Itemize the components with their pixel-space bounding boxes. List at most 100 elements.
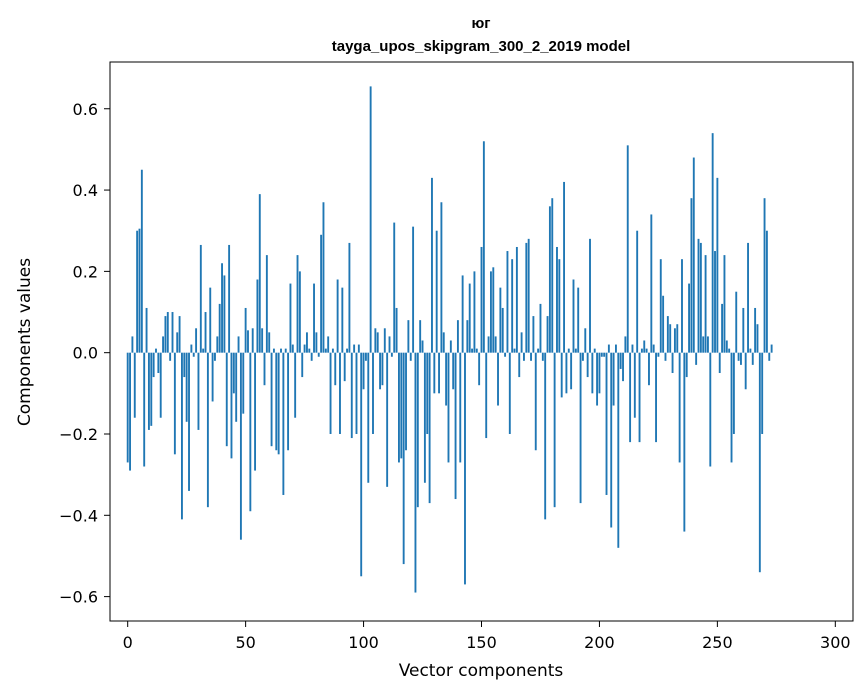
bar-235 — [681, 259, 683, 353]
bar-227 — [662, 295, 665, 353]
bar-193 — [581, 352, 584, 361]
bar-39 — [218, 303, 221, 353]
bar-50 — [244, 307, 247, 353]
bar-41 — [223, 275, 226, 353]
y-tick-label: −0.2 — [59, 425, 98, 444]
bar-128 — [428, 352, 431, 504]
bar-25 — [185, 352, 188, 422]
bar-225 — [657, 352, 660, 357]
bar-216 — [636, 230, 639, 353]
bar-3 — [133, 352, 136, 418]
bar-262 — [744, 352, 747, 390]
bar-18 — [169, 352, 172, 361]
bar-215 — [633, 352, 636, 418]
bar-6 — [140, 169, 143, 353]
bar-184 — [560, 352, 563, 398]
bar-203 — [605, 352, 608, 495]
bar-85 — [327, 336, 330, 353]
bar-106 — [376, 332, 379, 353]
bar-187 — [567, 348, 570, 353]
bar-78 — [310, 352, 313, 361]
bar-0 — [126, 352, 129, 463]
bar-108 — [381, 352, 384, 386]
bar-266 — [754, 307, 757, 353]
bar-205 — [610, 352, 613, 528]
bar-51 — [247, 330, 249, 353]
bar-146 — [471, 348, 474, 353]
bar-97 — [355, 352, 358, 434]
bar-29 — [195, 328, 198, 353]
bar-222 — [650, 214, 653, 353]
bar-31 — [199, 244, 202, 353]
bar-75 — [303, 344, 306, 353]
bar-93 — [346, 348, 348, 353]
bar-88 — [334, 352, 337, 386]
bar-109 — [383, 328, 386, 353]
bar-56 — [258, 194, 261, 353]
bar-206 — [612, 352, 615, 406]
bar-59 — [265, 255, 268, 353]
y-axis-ticks: −0.6 −0.4 −0.2 0.0 0.2 0.4 0.6 — [59, 100, 110, 607]
bar-76 — [306, 332, 308, 353]
bar-207 — [615, 344, 617, 353]
bar-152 — [485, 352, 488, 439]
x-tick-label: 250 — [702, 633, 733, 652]
bar-174 — [537, 348, 540, 353]
bar-23 — [180, 352, 183, 520]
bar-148 — [475, 348, 478, 353]
bar-126 — [423, 352, 426, 483]
bar-58 — [263, 352, 266, 386]
bar-107 — [379, 352, 382, 390]
y-tick-label: −0.4 — [59, 506, 98, 525]
bar-239 — [690, 198, 693, 353]
bar-237 — [685, 352, 688, 378]
bar-173 — [534, 352, 537, 451]
bar-19 — [171, 312, 174, 353]
bar-113 — [393, 222, 396, 353]
bar-70 — [291, 344, 294, 353]
bar-26 — [188, 352, 190, 491]
bar-27 — [190, 344, 193, 353]
bar-268 — [758, 352, 761, 573]
bar-197 — [591, 352, 594, 394]
bar-60 — [268, 332, 271, 353]
bar-53 — [251, 328, 254, 353]
bar-183 — [558, 259, 561, 353]
bar-77 — [308, 348, 311, 353]
bar-166 — [518, 352, 521, 378]
bar-137 — [449, 340, 452, 353]
bar-165 — [515, 246, 518, 353]
x-tick-label: 50 — [235, 633, 255, 652]
bar-234 — [678, 352, 681, 463]
bar-272 — [768, 352, 771, 361]
bar-273 — [770, 344, 773, 353]
bar-120 — [409, 352, 412, 361]
bar-210 — [622, 352, 624, 382]
bar-66 — [282, 352, 285, 495]
chart-title: юг — [471, 15, 490, 32]
bar-55 — [256, 279, 259, 353]
bar-192 — [579, 352, 582, 504]
bar-series — [126, 86, 773, 593]
x-tick-label: 100 — [348, 633, 379, 652]
bar-13 — [157, 352, 160, 374]
y-tick-label: 0.4 — [73, 181, 98, 200]
bar-57 — [261, 328, 264, 353]
bar-241 — [695, 352, 698, 365]
bar-99 — [360, 352, 363, 577]
x-axis-ticks: 0 50 100 150 200 250 300 — [123, 621, 851, 652]
bar-263 — [747, 242, 749, 353]
bar-38 — [216, 336, 219, 353]
bar-94 — [348, 242, 351, 353]
bar-169 — [525, 242, 528, 353]
bar-11 — [152, 352, 155, 378]
bar-36 — [211, 352, 214, 402]
bar-175 — [539, 303, 542, 353]
bar-202 — [603, 352, 606, 357]
bar-105 — [374, 328, 377, 353]
bar-37 — [214, 352, 216, 361]
bar-123 — [416, 352, 419, 508]
bar-138 — [452, 352, 455, 390]
bar-111 — [388, 336, 391, 353]
